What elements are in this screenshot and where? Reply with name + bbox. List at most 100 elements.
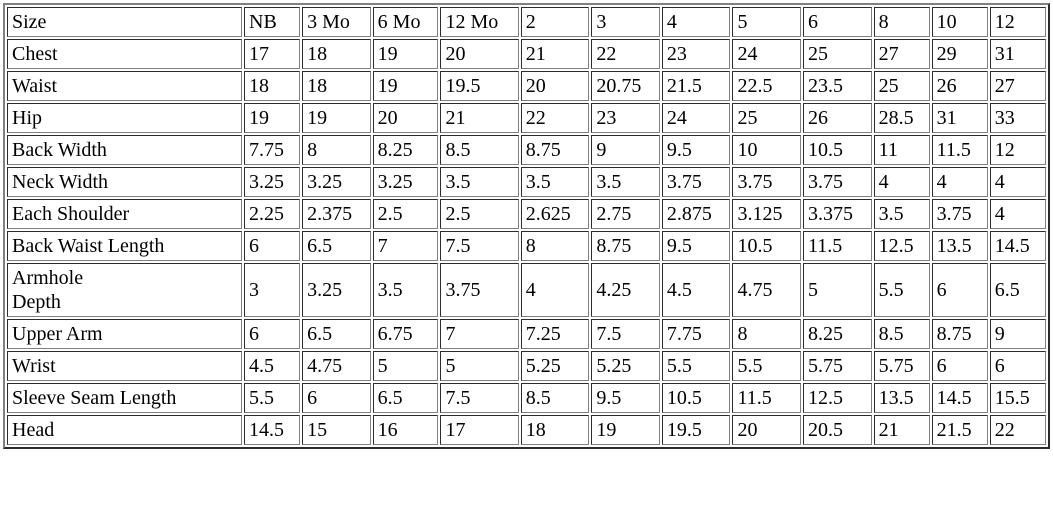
cell: 2.625 <box>521 199 590 229</box>
cell: 19 <box>244 103 300 133</box>
row-label: Waist <box>7 71 242 101</box>
cell: 12.5 <box>874 231 930 261</box>
cell: 11 <box>874 135 930 165</box>
cell: 8.75 <box>932 319 988 349</box>
cell: 21 <box>874 415 930 445</box>
cell: 2.75 <box>591 199 660 229</box>
cell: 19 <box>373 71 439 101</box>
cell: 10.5 <box>662 383 731 413</box>
cell: 15 <box>302 415 371 445</box>
cell: 23 <box>591 103 660 133</box>
table-row: Hip19192021222324252628.53133 <box>7 103 1046 133</box>
cell: 3.75 <box>662 167 731 197</box>
cell: 2.375 <box>302 199 371 229</box>
cell: 21.5 <box>932 415 988 445</box>
cell: 2.25 <box>244 199 300 229</box>
cell: 3.5 <box>874 199 930 229</box>
cell: 18 <box>302 71 371 101</box>
table-row: Upper Arm66.56.7577.257.57.7588.258.58.7… <box>7 319 1046 349</box>
cell: 19 <box>302 103 371 133</box>
table-row: Sleeve Seam Length5.566.57.58.59.510.511… <box>7 383 1046 413</box>
cell: 3.25 <box>244 167 300 197</box>
cell: 12 <box>990 135 1046 165</box>
cell: 22 <box>591 39 660 69</box>
row-label: Back Width <box>7 135 242 165</box>
cell: 22.5 <box>732 71 801 101</box>
cell: 21 <box>521 39 590 69</box>
cell: 18 <box>521 415 590 445</box>
cell: 5 <box>373 351 439 381</box>
cell: 7.5 <box>591 319 660 349</box>
row-label: ArmholeDepth <box>7 263 242 317</box>
cell: 3.75 <box>932 199 988 229</box>
cell: 5.5 <box>244 383 300 413</box>
cell: 2.5 <box>440 199 518 229</box>
cell: 3.25 <box>302 167 371 197</box>
row-label: Wrist <box>7 351 242 381</box>
cell: 10 <box>732 135 801 165</box>
cell: 25 <box>803 39 872 69</box>
cell: 14.5 <box>932 383 988 413</box>
table-row: Head14.5151617181919.52020.52121.522 <box>7 415 1046 445</box>
cell: 3 <box>591 7 660 37</box>
cell: 3.5 <box>591 167 660 197</box>
table-row: Chest171819202122232425272931 <box>7 39 1046 69</box>
table-row: Waist18181919.52020.7521.522.523.5252627 <box>7 71 1046 101</box>
cell: 18 <box>302 39 371 69</box>
cell: 8 <box>302 135 371 165</box>
cell: 5 <box>732 7 801 37</box>
cell: 22 <box>990 415 1046 445</box>
table-row: Back Waist Length66.577.588.759.510.511.… <box>7 231 1046 261</box>
cell: 9 <box>591 135 660 165</box>
cell: 5.75 <box>803 351 872 381</box>
cell: 5.5 <box>732 351 801 381</box>
cell: 20 <box>373 103 439 133</box>
cell: 17 <box>244 39 300 69</box>
cell: 12 Mo <box>440 7 518 37</box>
cell: 6 <box>302 383 371 413</box>
cell: 23 <box>662 39 731 69</box>
cell: 3.5 <box>373 263 439 317</box>
cell: 5.5 <box>662 351 731 381</box>
cell: 3.75 <box>732 167 801 197</box>
cell: 33 <box>990 103 1046 133</box>
cell: 13.5 <box>932 231 988 261</box>
row-label: Back Waist Length <box>7 231 242 261</box>
cell: 11.5 <box>932 135 988 165</box>
cell: 3.75 <box>440 263 518 317</box>
cell: 6 Mo <box>373 7 439 37</box>
cell: 7.25 <box>521 319 590 349</box>
cell: 9.5 <box>662 135 731 165</box>
cell: 4.75 <box>732 263 801 317</box>
cell: 20.75 <box>591 71 660 101</box>
cell: 3.75 <box>803 167 872 197</box>
cell: 14.5 <box>990 231 1046 261</box>
row-label: Head <box>7 415 242 445</box>
table-row: Each Shoulder2.252.3752.52.52.6252.752.8… <box>7 199 1046 229</box>
row-label: Neck Width <box>7 167 242 197</box>
cell: 14.5 <box>244 415 300 445</box>
cell: 7.5 <box>440 383 518 413</box>
cell: 4.25 <box>591 263 660 317</box>
cell: 6 <box>932 351 988 381</box>
cell: 24 <box>732 39 801 69</box>
cell: 8.75 <box>591 231 660 261</box>
cell: 20 <box>521 71 590 101</box>
cell: 3.25 <box>373 167 439 197</box>
cell: 3.5 <box>521 167 590 197</box>
table-row: Back Width7.7588.258.58.7599.51010.51111… <box>7 135 1046 165</box>
table-row: Wrist4.54.75555.255.255.55.55.755.7566 <box>7 351 1046 381</box>
cell: 9.5 <box>662 231 731 261</box>
cell: 17 <box>440 415 518 445</box>
row-label: Each Shoulder <box>7 199 242 229</box>
cell: 5 <box>440 351 518 381</box>
cell: 20.5 <box>803 415 872 445</box>
cell: 31 <box>932 103 988 133</box>
cell: 24 <box>662 103 731 133</box>
cell: 26 <box>932 71 988 101</box>
table-row: Neck Width3.253.253.253.53.53.53.753.753… <box>7 167 1046 197</box>
cell: 8.5 <box>874 319 930 349</box>
cell: 9 <box>990 319 1046 349</box>
cell: 8.75 <box>521 135 590 165</box>
cell: 4.75 <box>302 351 371 381</box>
